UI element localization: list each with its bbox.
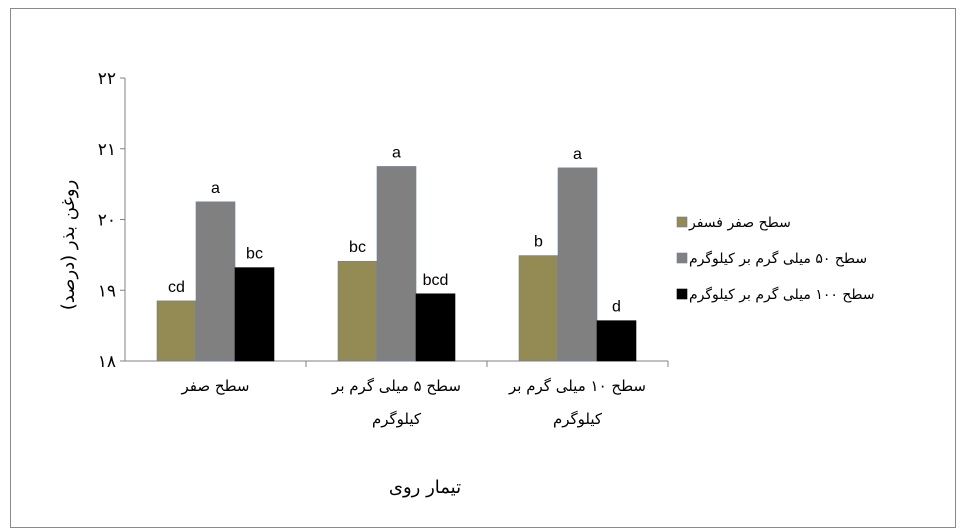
y-tick-label: ۱۸ (98, 352, 116, 372)
bar (415, 293, 456, 362)
labels: ۱۸ ۱۹ ۲۰ ۲۱ ۲۲ cd a bc سطح صفر bc a bcd سطح ۵ میلی گ… (98, 69, 646, 428)
data-label: d (612, 299, 621, 316)
legend-swatch (676, 252, 688, 264)
y-tick-label: ۲۱ (98, 140, 116, 160)
bar-chart: ۱۸ ۱۹ ۲۰ ۲۱ ۲۲ cd a bc سطح صفر bc a bcd سطح ۵ میلی گ… (58, 69, 875, 498)
legend-swatch (676, 216, 688, 228)
x-tick-label: سطح ۵ میلی گرم بر (331, 377, 461, 395)
bar (156, 300, 197, 362)
y-tick-label: ۲۲ (98, 69, 116, 89)
chart-frame (10, 8, 956, 528)
legend-label: سطح صفر فسفر (688, 215, 791, 231)
data-label: a (573, 146, 582, 163)
y-axis-title: روغن بذر (درصد) (58, 180, 79, 311)
legend-label: سطح ۱۰۰ میلی گرم بر کیلوگرم (689, 286, 875, 303)
x-tick-label: سطح صفر (181, 377, 250, 395)
data-label: a (392, 144, 401, 161)
bar (518, 255, 559, 362)
bar (337, 260, 378, 362)
data-label: bc (349, 239, 366, 256)
bar (557, 167, 598, 362)
x-axis-title: تیمار روی (389, 477, 461, 498)
bar (376, 166, 417, 362)
data-label: bcd (423, 272, 449, 289)
y-tick-label: ۱۹ (98, 281, 116, 301)
data-label: b (534, 234, 543, 251)
legend-swatch (676, 288, 688, 300)
bar (596, 320, 637, 362)
bars (156, 166, 637, 362)
data-label: cd (168, 279, 185, 296)
y-tick-label: ۲۰ (98, 211, 116, 231)
legend-label: سطح ۵۰ میلی گرم بر کیلوگرم (689, 250, 867, 267)
bar (234, 267, 275, 362)
x-tick-label: کیلوگرم (553, 410, 603, 428)
data-label: a (211, 180, 220, 197)
data-label: bc (246, 246, 263, 263)
bar (195, 201, 236, 362)
legend: سطح صفر فسفر سطح ۵۰ میلی گرم بر کیلوگرم سط… (676, 215, 875, 303)
x-tick-label: سطح ۱۰ میلی گرم بر (508, 377, 646, 395)
x-tick-label: کیلوگرم (372, 410, 422, 428)
